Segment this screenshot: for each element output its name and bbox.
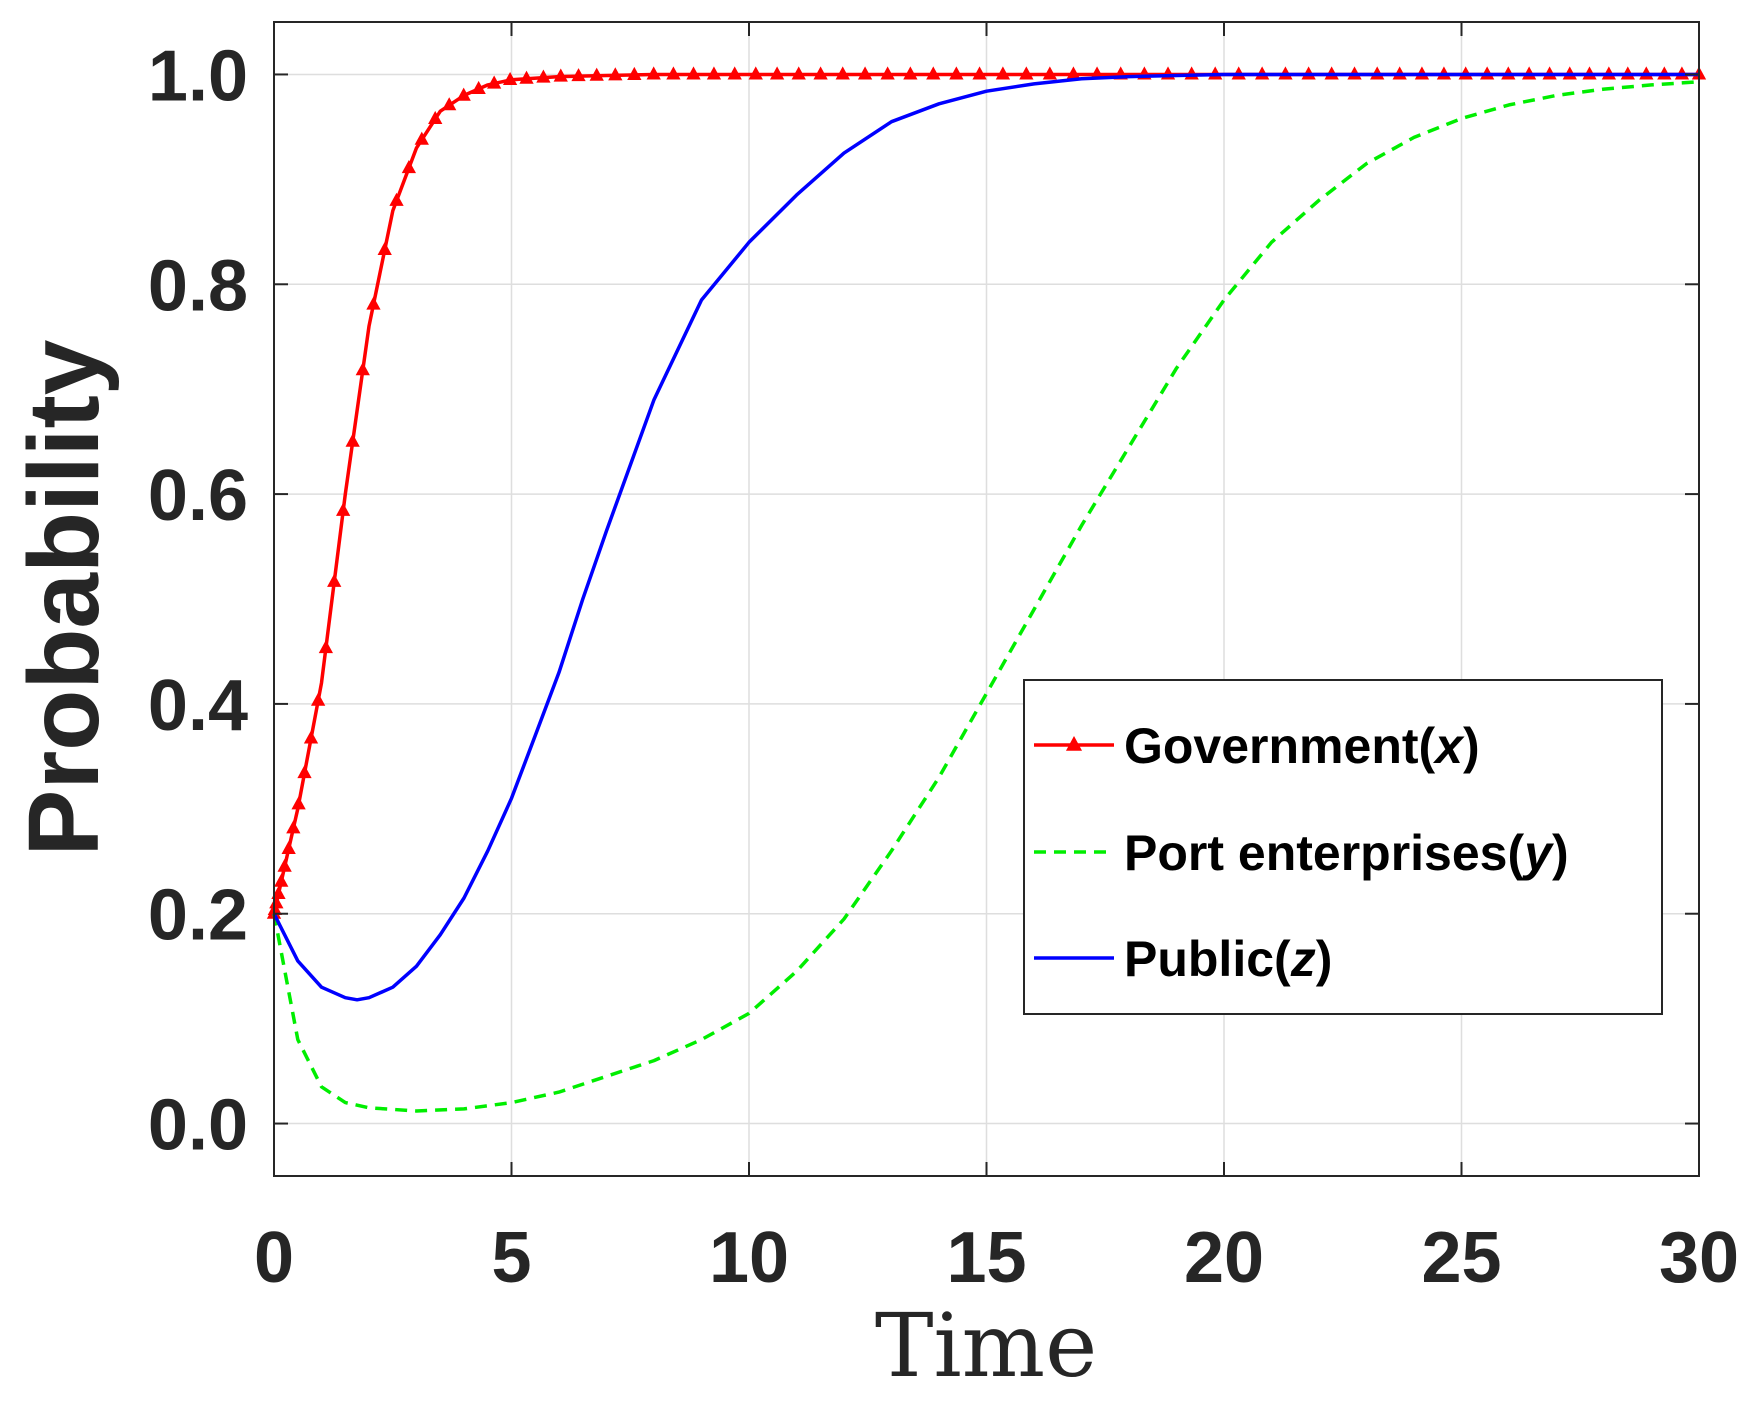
series-marker — [442, 97, 457, 111]
legend-label: Public(z) — [1124, 931, 1332, 987]
y-tick-label: 0.6 — [148, 456, 248, 536]
series-marker — [926, 66, 941, 80]
legend-label-prefix: Government( — [1124, 718, 1436, 774]
series-marker — [835, 66, 850, 80]
series-marker — [291, 796, 306, 810]
legend-label-suffix: ) — [1552, 825, 1569, 881]
series-marker — [318, 640, 334, 654]
series-marker — [336, 502, 351, 516]
series-marker — [589, 67, 604, 81]
series-marker — [903, 66, 918, 80]
series-marker — [327, 573, 342, 587]
legend-label: Port enterprises(y) — [1124, 825, 1569, 881]
x-axis-label: Time — [875, 1294, 1097, 1397]
legend-label-prefix: Public( — [1124, 931, 1291, 987]
series-marker — [377, 241, 392, 255]
legend: Government(x)Port enterprises(y)Public(z… — [1023, 679, 1663, 1015]
series-marker — [769, 66, 785, 80]
series-marker — [627, 66, 642, 80]
series-marker — [286, 820, 301, 834]
x-tick-label: 10 — [709, 1218, 789, 1298]
series-public — [272, 72, 1699, 1002]
y-tick-label: 0.0 — [148, 1086, 248, 1166]
series-marker — [303, 730, 319, 744]
series-marker — [813, 66, 828, 80]
series-marker — [297, 765, 312, 779]
series-marker — [553, 68, 568, 82]
tick-labels: 0 5 10 15 20 25 30 0.0 0.2 0.4 0.6 0.8 1.0 — [148, 36, 1739, 1298]
legend-label-variable: y — [1521, 825, 1554, 881]
series-marker — [646, 66, 661, 80]
series-marker — [401, 160, 417, 174]
series-marker — [355, 362, 370, 376]
x-tick-label: 0 — [254, 1218, 294, 1298]
series-marker — [686, 66, 701, 80]
legend-label-suffix: ) — [1316, 931, 1333, 987]
series-marker — [1019, 66, 1034, 80]
x-tick-label: 25 — [1421, 1218, 1501, 1298]
series-marker — [536, 69, 551, 83]
ticks — [273, 22, 1700, 1176]
x-tick-label: 15 — [946, 1218, 1026, 1298]
series-layer — [266, 66, 1707, 1113]
series-marker — [274, 873, 289, 887]
series-marker — [502, 71, 518, 86]
series-marker — [486, 75, 502, 89]
legend-label-suffix: ) — [1463, 718, 1480, 774]
series-marker — [727, 66, 742, 80]
x-tick-label: 5 — [491, 1218, 531, 1298]
y-tick-label: 1.0 — [148, 36, 248, 116]
series-marker — [949, 66, 964, 80]
series-marker — [706, 66, 722, 80]
series-marker — [748, 66, 763, 80]
series-marker — [271, 885, 286, 899]
series-marker — [666, 66, 681, 80]
series-marker — [571, 68, 586, 82]
x-tick-label: 30 — [1659, 1218, 1739, 1298]
legend-marker — [1065, 735, 1083, 751]
series-marker — [791, 66, 806, 80]
series-line — [272, 72, 1699, 1002]
series-marker — [310, 692, 326, 706]
series-line — [272, 72, 1699, 915]
legend-label-prefix: Port enterprises( — [1124, 825, 1524, 881]
legend-label-variable: z — [1290, 931, 1316, 987]
series-marker — [366, 296, 381, 310]
series-marker — [972, 66, 987, 80]
series-marker — [857, 66, 873, 80]
series-marker — [519, 70, 534, 84]
legend-label: Government(x) — [1124, 718, 1480, 774]
series-marker — [428, 110, 443, 124]
y-tick-label: 0.4 — [148, 666, 248, 746]
series-marker — [389, 192, 404, 206]
series-marker — [471, 80, 486, 95]
y-tick-label: 0.2 — [148, 876, 248, 956]
series-marker — [345, 433, 360, 447]
x-tick-label: 20 — [1184, 1218, 1264, 1298]
series-marker — [1042, 66, 1058, 80]
y-axis-label: Probability — [8, 339, 120, 856]
series-marker — [880, 66, 895, 80]
legend-label-variable: x — [1432, 718, 1465, 774]
series-marker — [608, 67, 623, 81]
y-tick-label: 0.8 — [148, 246, 248, 326]
legend-box — [1023, 679, 1663, 1015]
series-marker — [456, 87, 471, 101]
series-marker — [995, 66, 1011, 80]
series-marker — [281, 840, 296, 854]
series-marker — [277, 858, 292, 872]
series-marker — [414, 131, 429, 145]
